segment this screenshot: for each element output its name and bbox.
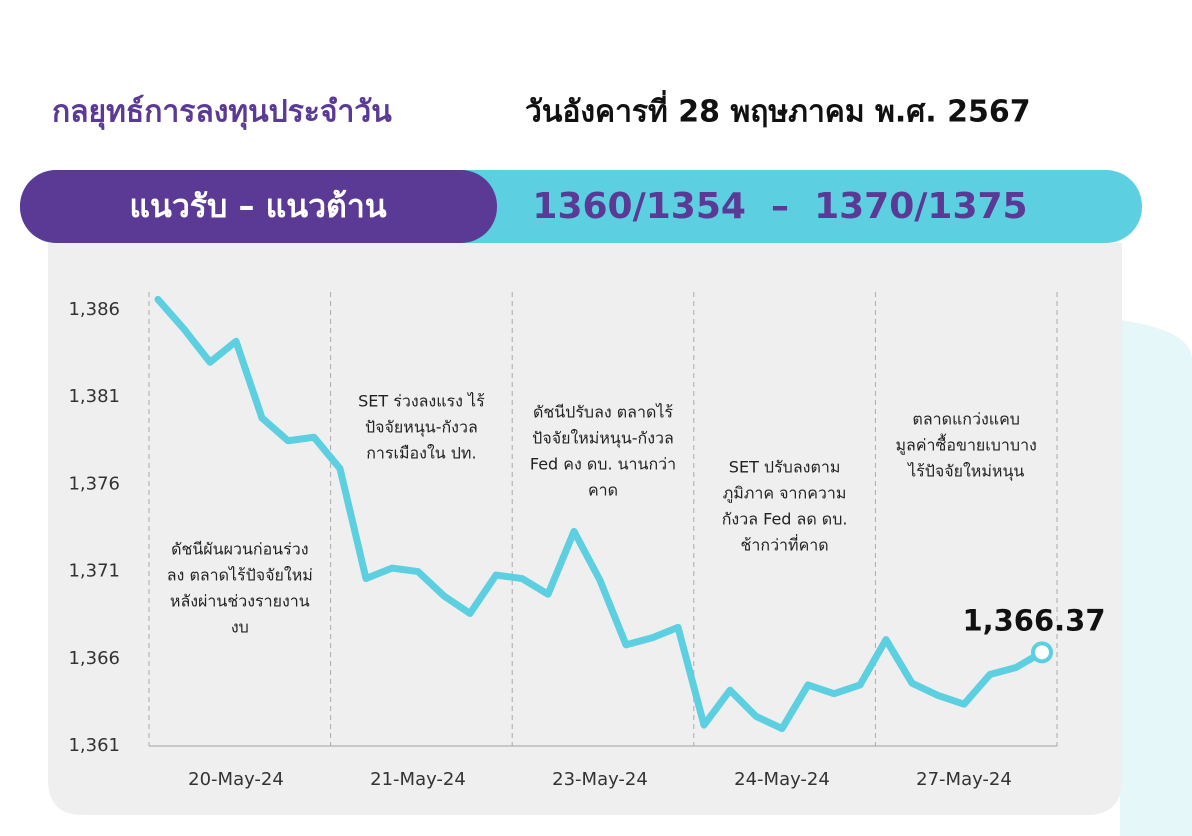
title: กลยุทธ์การลงทุนประจำวัน xyxy=(52,95,392,131)
y-tick-label: 1,381 xyxy=(68,386,120,407)
annotation: ดัชนีปรับลง ตลาดไร้ xyxy=(533,403,673,422)
y-tick-label: 1,376 xyxy=(68,473,120,494)
banner-label-bg xyxy=(20,170,497,243)
annotation: กังวล Fed ลด ดบ. xyxy=(722,510,848,529)
x-tick-label: 21-May-24 xyxy=(370,769,466,790)
annotation: ปัจจัยใหม่หนุน-กังวล xyxy=(532,429,674,449)
y-tick-label: 1,386 xyxy=(68,299,120,320)
y-tick-label: 1,366 xyxy=(68,648,120,669)
date: วันอังคารที่ 28 พฤษภาคม พ.ศ. 2567 xyxy=(525,90,1031,130)
banner-label: แนวรับ – แนวต้าน xyxy=(129,187,386,225)
annotation: หลังผ่านช่วงรายงาน xyxy=(170,592,310,611)
annotation: ไร้ปัจจัยใหม่หนุน xyxy=(906,462,1024,482)
y-tick-label: 1,371 xyxy=(68,561,120,582)
annotation: SET ปรับลงตาม xyxy=(729,458,841,477)
annotation: ลง ตลาดไร้ปัจจัยใหม่ xyxy=(167,566,313,585)
x-tick-label: 20-May-24 xyxy=(188,769,284,790)
panel xyxy=(48,243,1122,815)
x-tick-label: 23-May-24 xyxy=(552,769,648,790)
annotation: ภูมิภาค จากความ xyxy=(723,484,847,504)
y-tick-label: 1,361 xyxy=(68,735,120,756)
annotation: Fed คง ดบ. นานกว่า xyxy=(530,455,676,474)
x-tick-label: 24-May-24 xyxy=(734,769,830,790)
x-tick-label: 27-May-24 xyxy=(916,769,1012,790)
annotation: การเมืองใน ปท. xyxy=(366,444,476,463)
end-point xyxy=(1031,641,1053,664)
annotation: คาด xyxy=(588,481,618,500)
annotation: มูลค่าซื้อขายเบาบาง xyxy=(896,434,1037,456)
banner-value: 1360/1354 – 1370/1375 xyxy=(532,186,1027,227)
decoration xyxy=(1120,320,1192,836)
annotation: ตลาดแกว่งแคบ xyxy=(912,410,1020,429)
annotation: ปัจจัยหนุน-กังวล xyxy=(365,418,478,438)
annotation: ดัชนีผันผวนก่อนร่วง xyxy=(171,540,308,559)
annotation: SET ร่วงลงแรง ไร้ xyxy=(358,392,485,411)
value-label: 1,366.37 xyxy=(962,603,1105,637)
line xyxy=(154,295,1046,733)
annotation: ช้ากว่าที่คาด xyxy=(741,534,829,555)
annotation: งบ xyxy=(231,618,249,637)
